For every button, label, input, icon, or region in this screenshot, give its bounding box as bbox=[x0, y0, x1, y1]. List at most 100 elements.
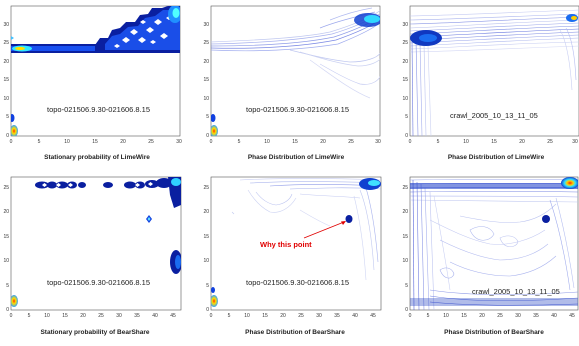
x-tick-label: 20 bbox=[280, 313, 286, 319]
x-tick-label: 30 bbox=[176, 139, 182, 145]
x-tick-label: 25 bbox=[348, 139, 354, 145]
inner-label: crawl_2005_10_13_11_05 bbox=[472, 287, 560, 296]
x-tick-label: 0 bbox=[10, 313, 13, 319]
chart-title: Phase Distribution of LimeWire bbox=[448, 154, 545, 161]
density-peak-core bbox=[571, 16, 577, 20]
density-peak-core bbox=[419, 34, 437, 42]
plot-area bbox=[10, 176, 182, 311]
x-tick-label: 5 bbox=[228, 313, 231, 319]
panel-5: Why this point topo-021506.9.30-021606.8… bbox=[203, 176, 382, 336]
density-peak-core bbox=[175, 255, 181, 269]
y-tick-label: 20 bbox=[3, 209, 9, 215]
chart-title: Stationary probability of LimeWire bbox=[44, 154, 150, 161]
x-ticks: 0 5 10 15 20 25 30 bbox=[409, 139, 578, 145]
y-tick-label: 0 bbox=[6, 133, 9, 139]
y-tick-label: 15 bbox=[3, 77, 9, 83]
y-tick-label: 20 bbox=[402, 59, 408, 65]
y-tick-label: 20 bbox=[402, 209, 408, 215]
y-tick-label: 10 bbox=[203, 258, 209, 264]
x-tick-label: 5 bbox=[38, 139, 41, 145]
y-tick-label: 20 bbox=[203, 209, 209, 215]
density-peak bbox=[561, 177, 578, 189]
x-tick-label: 25 bbox=[298, 313, 304, 319]
x-tick-label: 20 bbox=[120, 139, 126, 145]
y-ticks: 0 5 10 15 20 25 30 bbox=[203, 22, 209, 139]
x-tick-label: 15 bbox=[292, 139, 298, 145]
y-tick-label: 30 bbox=[3, 22, 9, 28]
y-tick-label: 15 bbox=[402, 234, 408, 240]
x-tick-label: 20 bbox=[320, 139, 326, 145]
y-tick-label: 25 bbox=[402, 185, 408, 191]
edge-mark bbox=[11, 36, 14, 40]
x-tick-label: 15 bbox=[92, 139, 98, 145]
y-tick-label: 30 bbox=[203, 22, 209, 28]
edge-mark bbox=[211, 287, 215, 293]
y-tick-label: 20 bbox=[203, 59, 209, 65]
y-tick-label: 0 bbox=[206, 133, 209, 139]
x-tick-label: 20 bbox=[80, 313, 86, 319]
x-tick-label: 45 bbox=[370, 313, 376, 319]
edge-mark bbox=[211, 295, 218, 307]
y-tick-label: 25 bbox=[402, 40, 408, 46]
x-ticks: 0 5 10 15 20 25 30 35 40 45 bbox=[409, 313, 575, 319]
density-marks bbox=[11, 6, 180, 136]
x-tick-label: 0 bbox=[10, 139, 13, 145]
y-tick-label: 0 bbox=[405, 133, 408, 139]
x-ticks: 0 5 10 15 20 25 30 35 40 45 bbox=[210, 313, 376, 319]
x-tick-label: 10 bbox=[463, 139, 469, 145]
panel-6: crawl_2005_10_13_11_05 Phase Distributio… bbox=[402, 176, 579, 336]
panel-1: topo-021506.9.30-021606.8.15 Stationary … bbox=[3, 5, 182, 161]
y-tick-label: 5 bbox=[206, 283, 209, 289]
y-ticks: 0 5 10 15 20 25 bbox=[402, 185, 408, 313]
y-tick-label: 15 bbox=[203, 77, 209, 83]
y-tick-label: 10 bbox=[402, 258, 408, 264]
x-tick-label: 25 bbox=[497, 313, 503, 319]
edge-mark bbox=[211, 125, 218, 136]
chart-title: Stationary probability of BearShare bbox=[40, 329, 149, 336]
x-tick-label: 20 bbox=[519, 139, 525, 145]
plot-area bbox=[210, 176, 382, 311]
density-peaks bbox=[211, 13, 380, 136]
x-tick-label: 45 bbox=[170, 313, 176, 319]
x-tick-label: 35 bbox=[134, 313, 140, 319]
chart-title: Phase Distribution of BearShare bbox=[245, 329, 345, 336]
x-tick-label: 30 bbox=[316, 313, 322, 319]
y-tick-label: 25 bbox=[203, 185, 209, 191]
panel-3: crawl_2005_10_13_11_05 Phase Distributio… bbox=[402, 5, 579, 161]
plot-area bbox=[409, 176, 579, 311]
annotation-arrow bbox=[303, 221, 345, 239]
holes bbox=[42, 182, 153, 187]
contour-lines bbox=[231, 178, 381, 281]
density-peak bbox=[171, 178, 181, 186]
x-tick-label: 40 bbox=[551, 313, 557, 319]
y-tick-label: 5 bbox=[405, 283, 408, 289]
x-tick-label: 0 bbox=[409, 313, 412, 319]
inner-label: topo-021506.9.30-021606.8.15 bbox=[47, 278, 150, 287]
x-tick-label: 15 bbox=[461, 313, 467, 319]
plot-area bbox=[409, 5, 579, 137]
inner-label: crawl_2005_10_13_11_05 bbox=[450, 111, 538, 120]
x-ticks: 0 5 10 15 20 25 30 bbox=[10, 139, 182, 145]
y-ticks: 0 5 10 15 20 25 30 bbox=[3, 22, 9, 139]
y-ticks: 0 5 10 15 20 25 30 bbox=[402, 22, 408, 139]
panel-4: topo-021506.9.30-021606.8.15 Stationary … bbox=[3, 176, 182, 336]
x-tick-label: 10 bbox=[443, 313, 449, 319]
y-tick-label: 25 bbox=[203, 40, 209, 46]
y-tick-label: 20 bbox=[3, 59, 9, 65]
edge-mark bbox=[11, 125, 18, 136]
y-tick-label: 15 bbox=[203, 234, 209, 240]
density-peaks bbox=[211, 178, 381, 307]
y-tick-label: 10 bbox=[3, 258, 9, 264]
y-tick-label: 10 bbox=[402, 96, 408, 102]
x-tick-label: 25 bbox=[547, 139, 553, 145]
inner-label: topo-021506.9.30-021606.8.15 bbox=[246, 105, 349, 114]
y-tick-label: 10 bbox=[3, 96, 9, 102]
y-tick-label: 0 bbox=[405, 307, 408, 313]
y-tick-label: 5 bbox=[6, 114, 9, 120]
x-tick-label: 0 bbox=[409, 139, 412, 145]
y-tick-label: 25 bbox=[3, 185, 9, 191]
density-peak-core bbox=[364, 15, 380, 23]
density-band bbox=[410, 298, 578, 306]
y-tick-label: 5 bbox=[405, 114, 408, 120]
